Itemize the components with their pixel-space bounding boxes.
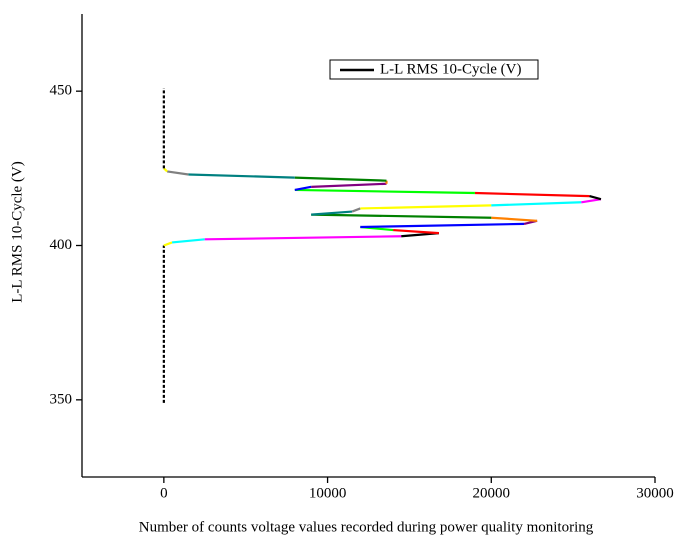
x-tick-label: 10000: [309, 485, 347, 501]
x-tick-label: 0: [160, 485, 168, 501]
x-tick-label: 20000: [473, 485, 511, 501]
y-tick-label: 400: [50, 237, 73, 253]
line-segment: [294, 188, 475, 195]
line-segment: [294, 176, 387, 182]
x-tick-label: 30000: [636, 485, 674, 501]
legend: L-L RMS 10-Cycle (V): [329, 59, 539, 80]
line-segment: [163, 241, 173, 247]
line-segment: [311, 210, 353, 216]
line-segment: [351, 207, 361, 213]
line-segment: [491, 216, 538, 222]
line-segment: [294, 185, 312, 192]
line-segment: [474, 191, 590, 198]
line-segment: [204, 235, 402, 241]
line-segment: [311, 213, 492, 219]
y-tick-label: 350: [50, 391, 73, 407]
line-segment: [491, 201, 582, 207]
legend-box: [329, 59, 539, 80]
x-axis-title: Number of counts voltage values recorded…: [139, 519, 594, 535]
y-axis-title: L-L RMS 10-Cycle (V): [9, 161, 25, 303]
legend-label: L-L RMS 10-Cycle (V): [380, 61, 522, 77]
line-segment: [581, 198, 602, 204]
line-segment: [360, 222, 525, 229]
line-segment: [311, 182, 387, 188]
line-segment: [166, 170, 189, 176]
y-tick-label: 450: [50, 83, 73, 99]
line-segment: [171, 238, 205, 244]
line-segment: [188, 173, 295, 179]
line-segment: [360, 204, 492, 210]
line-segment: [163, 167, 168, 173]
line-segment: [392, 228, 439, 235]
line-segment: [589, 195, 602, 201]
